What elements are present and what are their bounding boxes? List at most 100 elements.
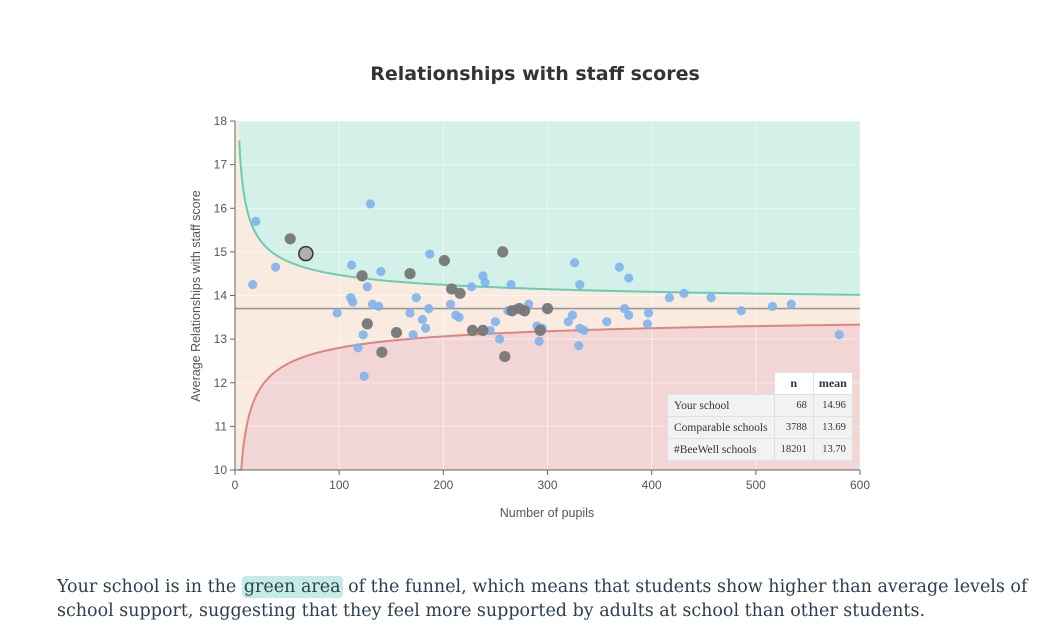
x-tick-label: 300 (537, 478, 557, 492)
comparable-school-point (497, 246, 509, 258)
school-point (767, 301, 778, 312)
x-tick-label: 0 (232, 478, 239, 492)
comparable-school-point (499, 350, 511, 363)
school-point (425, 249, 435, 259)
table-row-your-school: Your school 68 14.96 (667, 394, 853, 417)
narrative-end: of the funnel, which means that students… (57, 577, 1028, 621)
comparable-school-point (466, 324, 479, 336)
table-row-label: Your school (667, 394, 775, 417)
table-row-beewell-schools: #BeeWell schools 18201 13.70 (667, 438, 853, 461)
school-point (353, 343, 363, 353)
school-point (614, 262, 624, 272)
school-point (454, 312, 464, 322)
school-point (446, 299, 456, 309)
y-axis-label: Average Relationships with staff score (189, 190, 203, 402)
school-point (624, 273, 634, 283)
y-tick-label: 11 (215, 419, 228, 433)
table-corner (668, 373, 775, 395)
school-point (619, 303, 630, 314)
chart-title: Relationships with staff scores (370, 63, 700, 85)
school-point (466, 282, 477, 292)
school-point (358, 330, 368, 340)
school-point (706, 293, 716, 303)
school-point (417, 314, 428, 325)
x-axis-label: Number of pupils (500, 506, 595, 520)
y-tick-label: 12 (214, 376, 228, 390)
school-point (506, 279, 516, 290)
x-tick-label: 400 (642, 478, 662, 492)
comparable-school-point (477, 324, 489, 336)
school-point (374, 301, 384, 312)
table-cell-n: 3788 (773, 416, 814, 439)
school-point (624, 310, 634, 320)
table-row-label: Comparable schools (667, 416, 775, 439)
school-point (664, 293, 674, 303)
table-cell-n: 68 (773, 394, 814, 417)
comparable-school-point (284, 233, 296, 245)
table-header-row: n mean (668, 372, 853, 395)
narrative-text: Your school is in the green area of the … (57, 575, 1032, 623)
school-point (424, 303, 434, 314)
comparable-school-point (454, 287, 466, 299)
school-point (579, 325, 589, 335)
comparable-school-point (518, 305, 531, 317)
comparable-school-point (376, 346, 388, 358)
narrative-start: Your school is in the (57, 577, 242, 597)
school-point (365, 199, 376, 209)
school-point (348, 297, 358, 307)
school-point (534, 336, 544, 346)
school-point (679, 288, 689, 298)
school-point (569, 258, 580, 268)
school-point (359, 371, 369, 381)
school-point (736, 306, 746, 316)
x-tick-label: 500 (746, 478, 766, 492)
table-cell-mean: 13.69 (812, 416, 853, 439)
school-point (480, 277, 490, 288)
school-point (332, 308, 342, 318)
axes: 10 11 12 13 14 15 16 17 18 0 100 200 300 400 500 600 (214, 114, 871, 492)
comparable-school-point (446, 283, 458, 295)
school-point (248, 279, 258, 290)
comparable-school-point (438, 255, 450, 267)
school-point (602, 317, 612, 327)
y-tick-label: 15 (214, 245, 228, 259)
school-point (643, 308, 654, 318)
table-cell-mean: 13.70 (812, 438, 853, 461)
school-point (786, 299, 796, 309)
school-point (271, 262, 281, 272)
comparable-school-point (404, 268, 416, 280)
school-point (376, 266, 386, 277)
school-point (574, 341, 584, 351)
table-row-label: #BeeWell schools (667, 438, 775, 461)
your-school-point (298, 245, 314, 262)
school-point (575, 279, 585, 290)
table-cell-n: 18201 (773, 438, 814, 461)
school-point (362, 282, 372, 292)
comparable-school-point (361, 318, 373, 330)
table-header-n: n (773, 372, 814, 395)
school-point (405, 308, 415, 318)
y-tick-label: 14 (214, 289, 228, 303)
school-point (421, 323, 431, 333)
green-area-highlight: green area (241, 576, 343, 598)
x-tick-label: 600 (850, 478, 870, 492)
funnel-plot: 10 11 12 13 14 15 16 17 18 0 100 200 300 400 500 600 Nu… (189, 114, 871, 520)
y-tick-label: 16 (214, 201, 228, 215)
school-point (251, 216, 261, 226)
y-tick-label: 17 (214, 158, 228, 172)
data-points (248, 199, 844, 381)
school-point (567, 310, 578, 320)
y-tick-label: 18 (214, 114, 228, 128)
school-point (563, 317, 573, 327)
table-row-comparable-schools: Comparable schools 3788 13.69 (667, 416, 853, 439)
comparable-school-point (534, 324, 546, 336)
x-tick-label: 100 (329, 478, 349, 492)
x-tick-label: 200 (433, 478, 453, 492)
comparable-school-point (390, 326, 403, 339)
y-tick-label: 10 (214, 463, 228, 477)
school-point (347, 260, 357, 270)
table-header-mean: mean (812, 372, 853, 395)
school-point (642, 319, 653, 329)
comparable-school-point (541, 302, 554, 315)
school-point (411, 293, 421, 303)
